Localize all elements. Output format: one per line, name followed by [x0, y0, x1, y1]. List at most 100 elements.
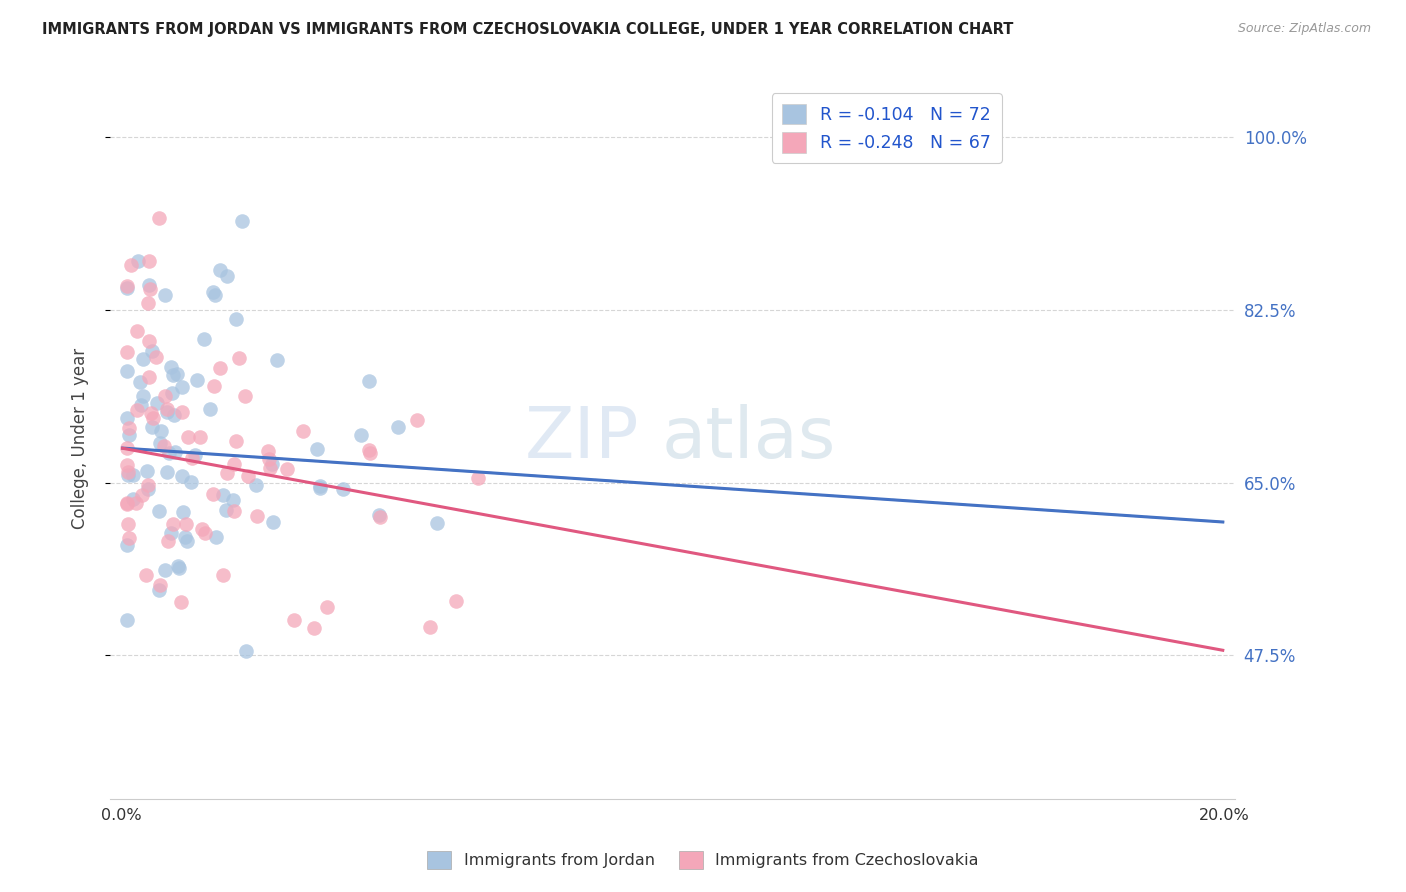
- Point: [115, 279, 138, 293]
- Point: [149, 424, 172, 438]
- Point: [419, 620, 441, 634]
- Point: [245, 478, 267, 492]
- Point: [163, 444, 186, 458]
- Point: [139, 407, 162, 421]
- Point: [149, 578, 172, 592]
- Point: [201, 285, 224, 299]
- Point: [208, 263, 231, 277]
- Point: [162, 516, 184, 531]
- Point: [115, 410, 138, 425]
- Point: [259, 461, 281, 475]
- Point: [193, 332, 215, 346]
- Point: [231, 214, 253, 228]
- Point: [260, 457, 283, 471]
- Point: [155, 466, 177, 480]
- Point: [283, 613, 305, 627]
- Point: [224, 457, 246, 471]
- Point: [117, 531, 139, 545]
- Point: [136, 464, 159, 478]
- Point: [170, 405, 193, 419]
- Point: [426, 516, 449, 530]
- Point: [180, 475, 202, 489]
- Point: [368, 510, 391, 524]
- Point: [153, 288, 176, 302]
- Point: [149, 435, 172, 450]
- Point: [167, 559, 190, 574]
- Point: [121, 467, 143, 482]
- Point: [204, 288, 226, 302]
- Point: [215, 503, 238, 517]
- Point: [177, 430, 200, 444]
- Text: atlas: atlas: [661, 403, 835, 473]
- Point: [129, 398, 152, 412]
- Point: [304, 621, 326, 635]
- Point: [132, 351, 155, 366]
- Text: Source: ZipAtlas.com: Source: ZipAtlas.com: [1237, 22, 1371, 36]
- Point: [170, 595, 193, 609]
- Point: [307, 442, 329, 456]
- Point: [222, 492, 245, 507]
- Point: [120, 258, 142, 272]
- Point: [191, 522, 214, 536]
- Point: [138, 277, 160, 292]
- Point: [172, 379, 194, 393]
- Point: [117, 465, 139, 479]
- Point: [184, 448, 207, 462]
- Point: [129, 375, 152, 389]
- Point: [467, 471, 489, 485]
- Point: [115, 497, 138, 511]
- Point: [367, 508, 389, 522]
- Point: [163, 408, 186, 422]
- Point: [266, 352, 288, 367]
- Point: [167, 560, 190, 574]
- Point: [291, 424, 314, 438]
- Point: [136, 477, 159, 491]
- Point: [157, 534, 180, 549]
- Point: [153, 389, 176, 403]
- Point: [162, 368, 184, 382]
- Point: [125, 496, 148, 510]
- Point: [315, 599, 337, 614]
- Point: [263, 516, 285, 530]
- Point: [208, 361, 231, 376]
- Point: [225, 312, 247, 326]
- Point: [118, 427, 141, 442]
- Point: [160, 386, 183, 401]
- Point: [224, 504, 246, 518]
- Point: [359, 374, 381, 388]
- Point: [405, 413, 427, 427]
- Legend: Immigrants from Jordan, Immigrants from Czechoslovakia: Immigrants from Jordan, Immigrants from …: [420, 845, 986, 875]
- Point: [235, 644, 257, 658]
- Text: IMMIGRANTS FROM JORDAN VS IMMIGRANTS FROM CZECHOSLOVAKIA COLLEGE, UNDER 1 YEAR C: IMMIGRANTS FROM JORDAN VS IMMIGRANTS FRO…: [42, 22, 1014, 37]
- Point: [157, 446, 180, 460]
- Text: ZIP: ZIP: [524, 403, 638, 473]
- Point: [172, 505, 194, 519]
- Point: [134, 567, 156, 582]
- Point: [186, 373, 208, 387]
- Point: [225, 434, 247, 449]
- Point: [160, 360, 183, 375]
- Point: [212, 488, 235, 502]
- Point: [132, 389, 155, 403]
- Point: [359, 443, 381, 458]
- Point: [117, 467, 139, 482]
- Point: [148, 211, 170, 225]
- Point: [131, 487, 153, 501]
- Point: [228, 351, 250, 366]
- Point: [359, 446, 381, 460]
- Point: [117, 516, 139, 531]
- Point: [152, 440, 174, 454]
- Point: [166, 368, 188, 382]
- Point: [115, 441, 138, 455]
- Point: [136, 296, 159, 310]
- Point: [117, 538, 139, 552]
- Point: [198, 401, 221, 416]
- Point: [188, 430, 211, 444]
- Point: [387, 420, 409, 434]
- Point: [350, 427, 373, 442]
- Point: [115, 364, 138, 378]
- Point: [174, 517, 197, 532]
- Point: [122, 491, 145, 506]
- Point: [308, 479, 330, 493]
- Point: [141, 420, 163, 434]
